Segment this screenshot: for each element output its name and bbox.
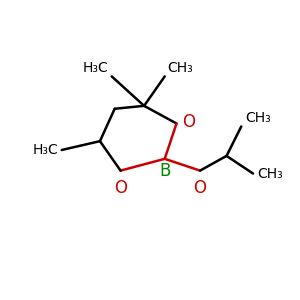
Text: O: O bbox=[182, 113, 195, 131]
Text: O: O bbox=[194, 179, 207, 197]
Text: H₃C: H₃C bbox=[83, 61, 109, 75]
Text: H₃C: H₃C bbox=[33, 143, 59, 157]
Text: B: B bbox=[159, 162, 170, 180]
Text: CH₃: CH₃ bbox=[257, 167, 283, 181]
Text: O: O bbox=[114, 179, 127, 197]
Text: CH₃: CH₃ bbox=[246, 111, 272, 125]
Text: CH₃: CH₃ bbox=[168, 61, 194, 75]
